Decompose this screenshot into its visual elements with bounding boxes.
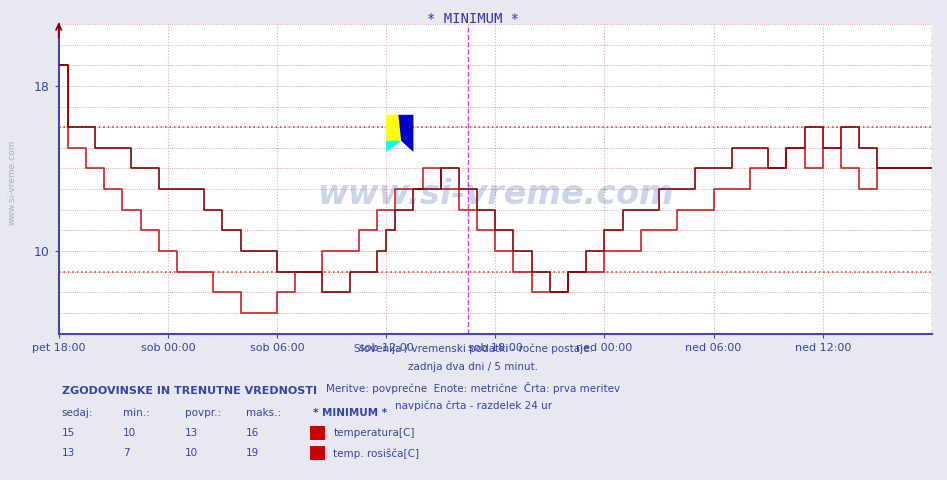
Text: Slovenija / vremenski podatki - ročne postaje.: Slovenija / vremenski podatki - ročne po… xyxy=(354,343,593,354)
Text: 16: 16 xyxy=(246,428,259,438)
Text: 7: 7 xyxy=(123,448,130,458)
Text: 13: 13 xyxy=(62,448,75,458)
Polygon shape xyxy=(399,115,414,152)
Text: 13: 13 xyxy=(185,428,198,438)
Text: zadnja dva dni / 5 minut.: zadnja dva dni / 5 minut. xyxy=(408,362,539,372)
Text: 10: 10 xyxy=(123,428,136,438)
Text: min.:: min.: xyxy=(123,408,150,418)
Text: 15: 15 xyxy=(62,428,75,438)
Text: * MINIMUM *: * MINIMUM * xyxy=(313,408,386,418)
Text: sedaj:: sedaj: xyxy=(62,408,93,418)
Text: www.si-vreme.com: www.si-vreme.com xyxy=(317,178,673,211)
Text: ZGODOVINSKE IN TRENUTNE VREDNOSTI: ZGODOVINSKE IN TRENUTNE VREDNOSTI xyxy=(62,386,316,396)
Text: 10: 10 xyxy=(185,448,198,458)
Text: * MINIMUM *: * MINIMUM * xyxy=(427,12,520,26)
Text: maks.:: maks.: xyxy=(246,408,281,418)
Text: navpična črta - razdelek 24 ur: navpična črta - razdelek 24 ur xyxy=(395,401,552,411)
Polygon shape xyxy=(386,115,402,141)
Text: 19: 19 xyxy=(246,448,259,458)
Text: temperatura[C]: temperatura[C] xyxy=(333,428,415,438)
Polygon shape xyxy=(386,141,402,152)
Text: temp. rosišča[C]: temp. rosišča[C] xyxy=(333,448,420,459)
Text: www.si-vreme.com: www.si-vreme.com xyxy=(8,140,17,225)
Text: povpr.:: povpr.: xyxy=(185,408,221,418)
Text: Meritve: povprečne  Enote: metrične  Črta: prva meritev: Meritve: povprečne Enote: metrične Črta:… xyxy=(327,382,620,394)
